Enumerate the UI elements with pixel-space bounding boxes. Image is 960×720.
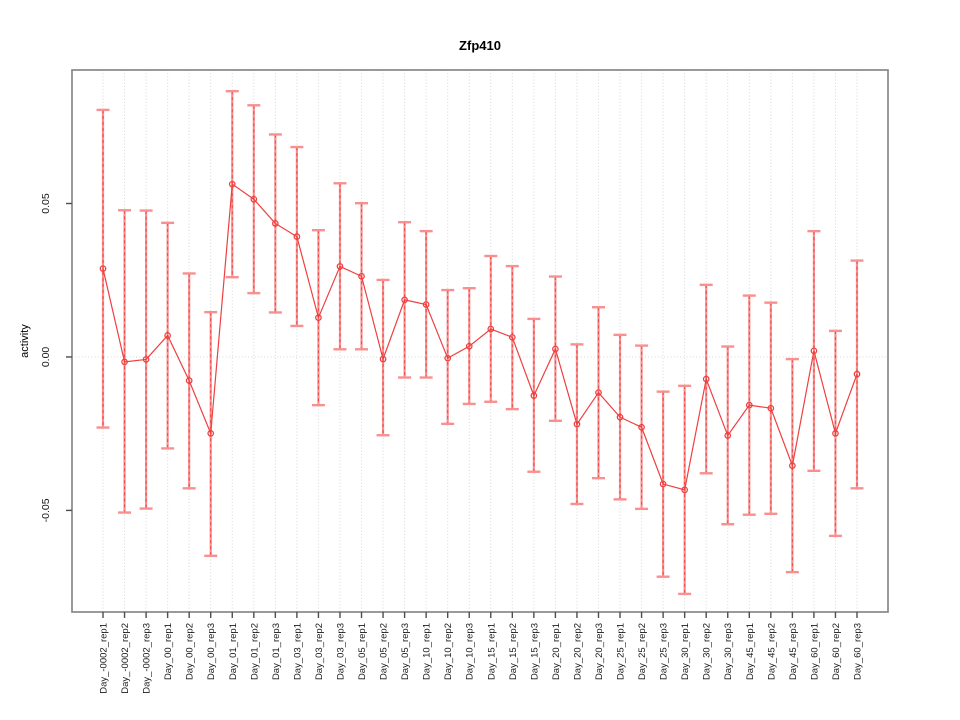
chart-title: Zfp410	[459, 38, 501, 53]
x-tick-label: Day_25_rep2	[637, 623, 648, 680]
x-tick-label: Day_00_rep3	[206, 623, 217, 680]
y-axis: -0.05 0.00 0.05	[40, 193, 72, 522]
x-tick-label: Day_00_rep2	[185, 623, 196, 680]
markers	[99, 180, 861, 494]
x-tick-label: Day_20_rep1	[551, 623, 562, 680]
x-tick-label: Day_25_rep1	[616, 623, 627, 680]
x-tick-label: Day_-0002_rep1	[99, 623, 110, 694]
x-tick-label: Day_10_rep2	[443, 623, 454, 680]
x-tick-label: Day_45_rep2	[766, 623, 777, 680]
x-tick-label: Day_15_rep2	[508, 623, 519, 680]
x-tick-label: Day_45_rep3	[788, 623, 799, 680]
x-tick-label: Day_30_rep1	[680, 623, 691, 680]
y-tick-label: -0.05	[40, 498, 52, 522]
x-tick-label: Day_00_rep1	[163, 623, 174, 680]
x-tick-label: Day_-0002_rep2	[120, 623, 131, 694]
x-tick-label: Day_01_rep1	[228, 623, 239, 680]
x-tick-label: Day_60_rep1	[809, 623, 820, 680]
x-tick-label: Day_20_rep2	[572, 623, 583, 680]
x-tick-label: Day_45_rep1	[745, 623, 756, 680]
x-tick-label: Day_-0002_rep3	[142, 623, 153, 694]
x-tick-label: Day_60_rep2	[831, 623, 842, 680]
x-tick-label: Day_25_rep3	[659, 623, 670, 680]
series-line	[102, 183, 858, 491]
x-tick-label: Day_05_rep3	[400, 623, 411, 680]
x-tick-label: Day_60_rep3	[853, 623, 864, 680]
x-tick-label: Day_10_rep3	[465, 623, 476, 680]
x-axis: Day_-0002_rep1 Day_-0002_rep2 Day_-0002_re…	[99, 612, 864, 694]
x-tick-label: Day_15_rep3	[529, 623, 540, 680]
y-tick-label: 0.00	[40, 347, 52, 368]
y-tick-label: 0.05	[40, 193, 52, 214]
x-tick-label: Day_03_rep1	[292, 623, 303, 680]
x-tick-label: Day_03_rep3	[335, 623, 346, 680]
gridlines	[72, 70, 888, 612]
x-tick-label: Day_05_rep1	[357, 623, 368, 680]
plot-box	[71, 69, 889, 613]
x-tick-label: Day_10_rep1	[422, 623, 433, 680]
error-bars	[96, 89, 864, 596]
x-tick-label: Day_30_rep3	[723, 623, 734, 680]
x-tick-label: Day_01_rep2	[249, 623, 260, 680]
x-tick-label: Day_03_rep2	[314, 623, 325, 680]
x-tick-label: Day_01_rep3	[271, 623, 282, 680]
x-tick-label: Day_20_rep3	[594, 623, 605, 680]
x-tick-label: Day_05_rep2	[379, 623, 390, 680]
x-tick-label: Day_30_rep2	[702, 623, 713, 680]
x-tick-label: Day_15_rep1	[486, 623, 497, 680]
y-axis-label: activity	[19, 324, 31, 358]
